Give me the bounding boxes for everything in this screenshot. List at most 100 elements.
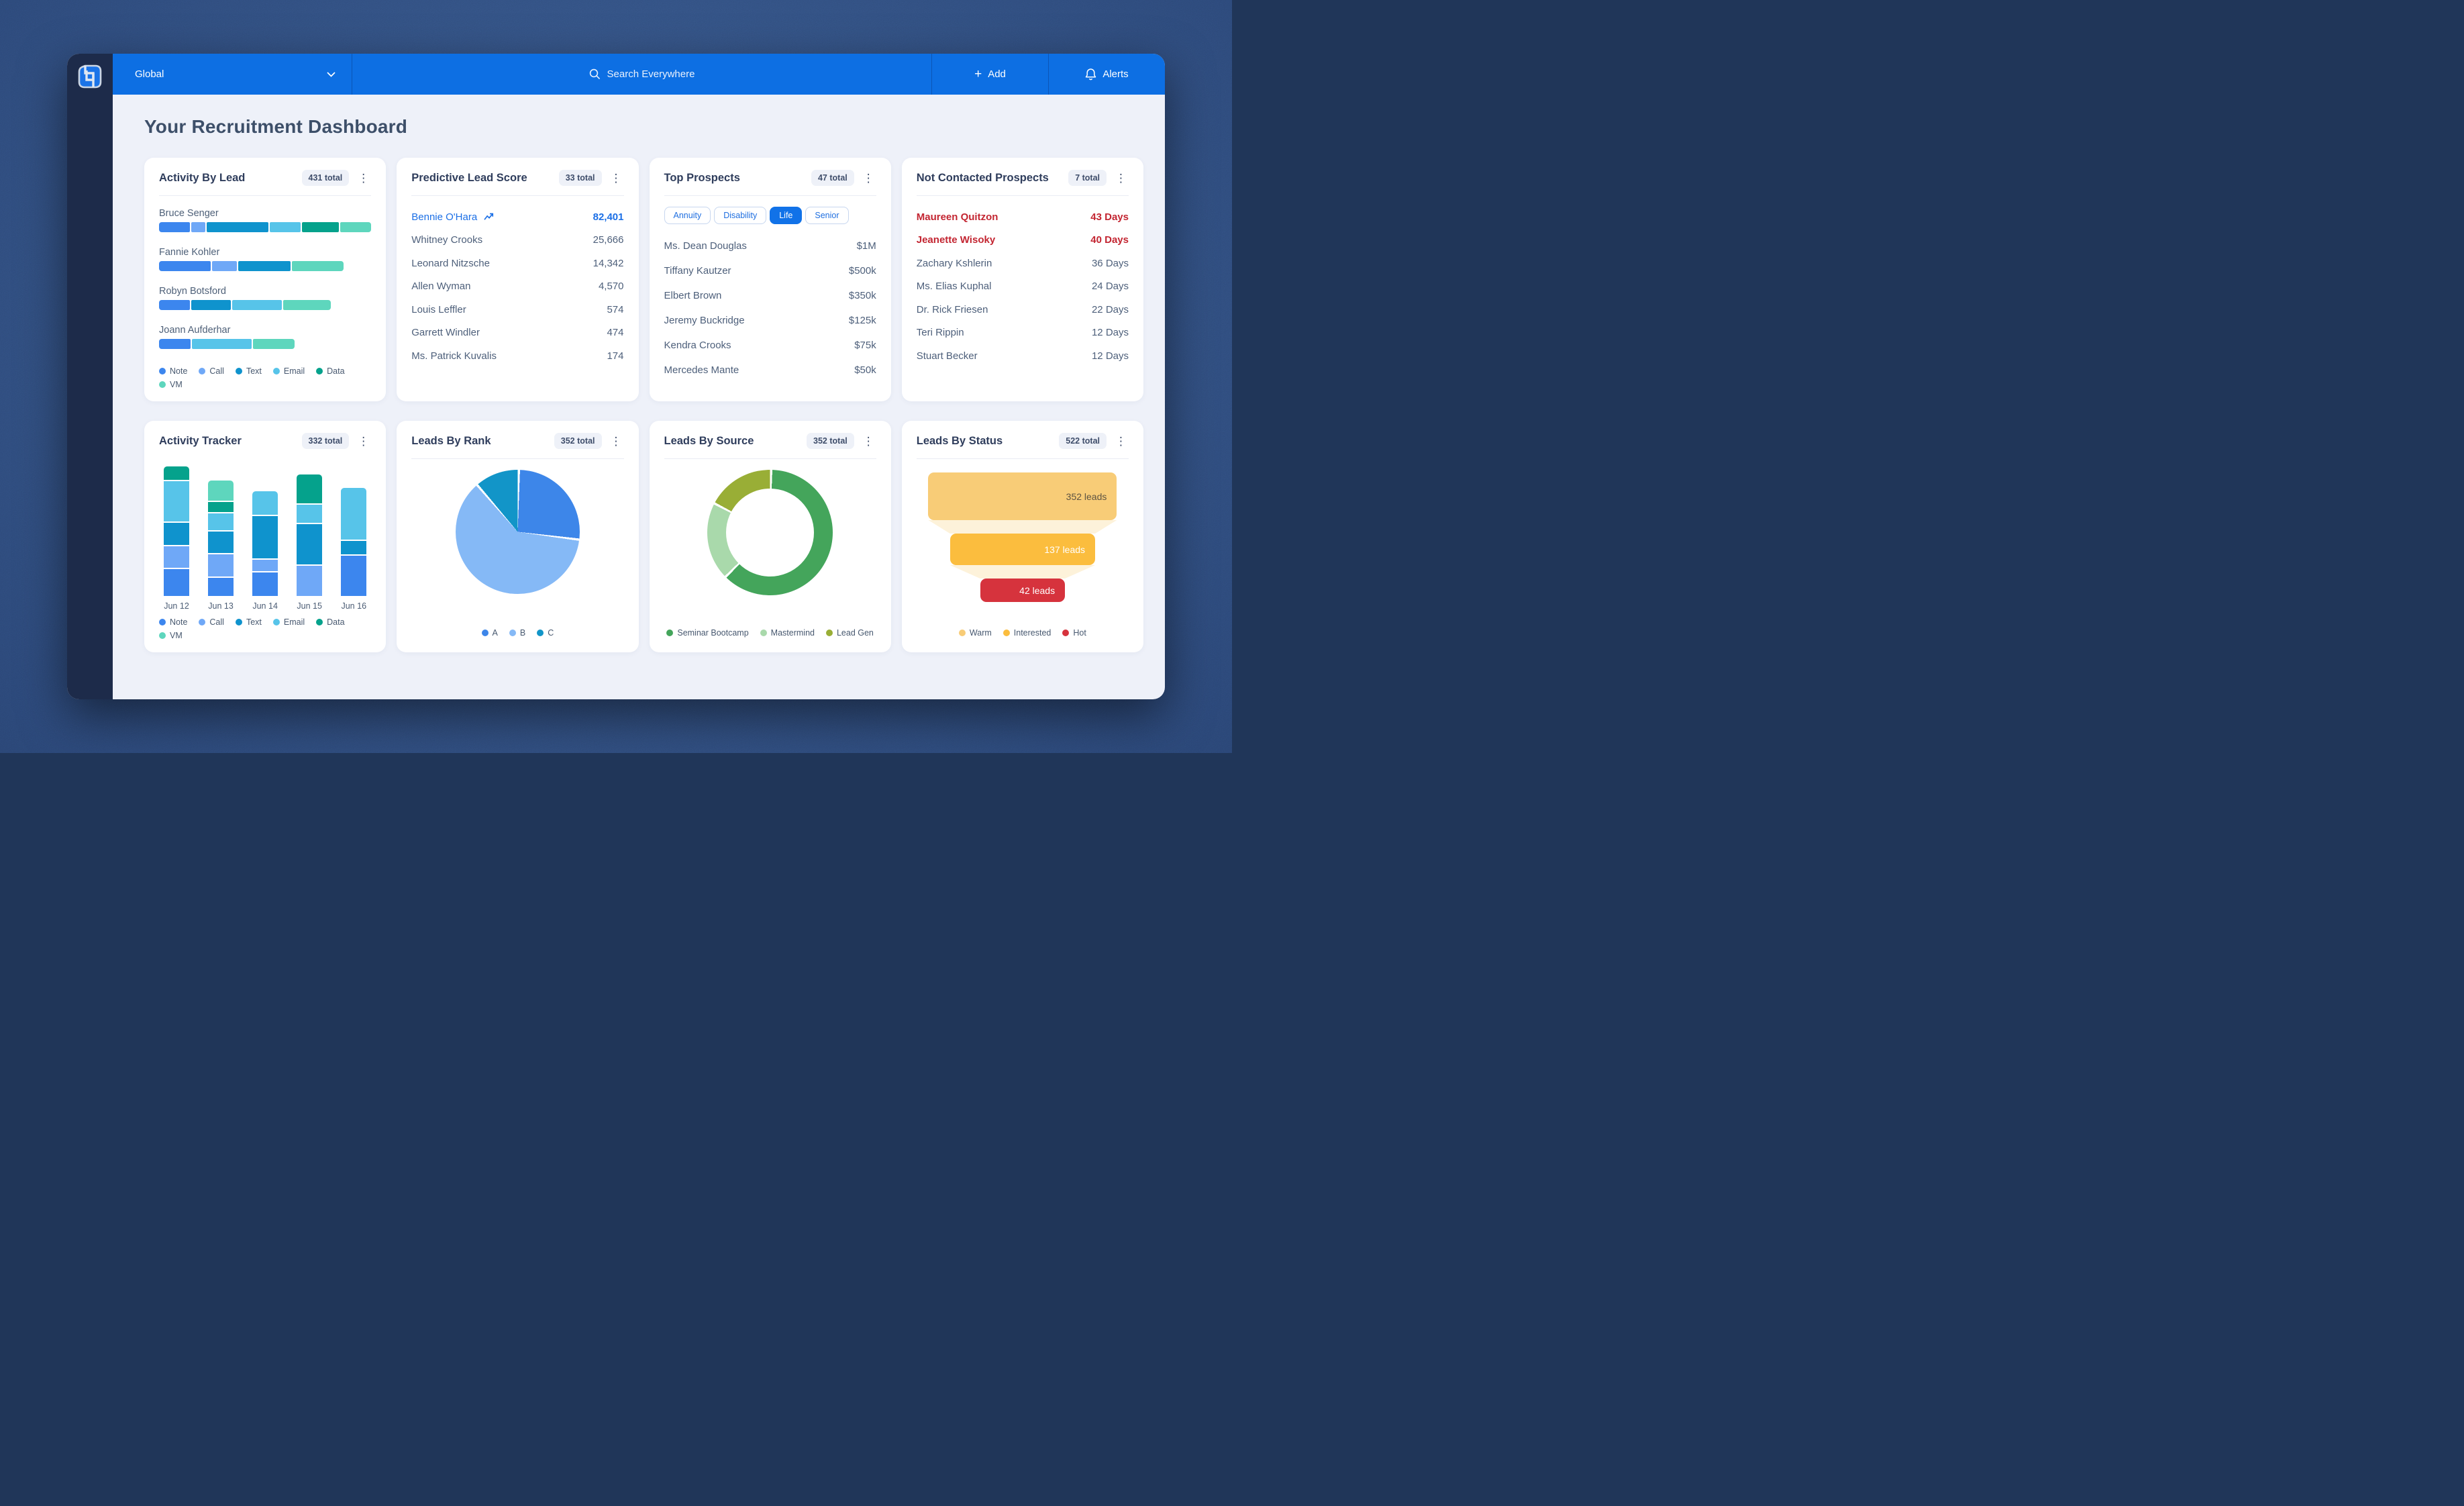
legend-label: Interested <box>1013 628 1051 638</box>
card-header: Leads By Status 522 total ⋮ <box>917 433 1129 449</box>
list-item[interactable]: Ms. Patrick Kuvalis 174 <box>411 344 623 368</box>
legend-item-interested: Interested <box>1003 628 1051 638</box>
divider <box>664 458 876 459</box>
call-bar-segment <box>212 261 238 271</box>
add-button[interactable]: + Add <box>931 54 1048 95</box>
list-item-name: Leonard Nitzsche <box>411 257 490 269</box>
global-scope-selector[interactable]: Global <box>113 54 352 95</box>
legend-item-call: Call <box>199 617 224 627</box>
kebab-menu-icon[interactable]: ⋮ <box>862 434 874 448</box>
list-item-name: Dr. Rick Friesen <box>916 303 988 315</box>
call-bar-segment <box>297 566 323 596</box>
tracker-stack <box>297 474 323 596</box>
tab-senior[interactable]: Senior <box>805 207 849 224</box>
total-badge: 7 total <box>1068 170 1107 186</box>
kebab-menu-icon[interactable]: ⋮ <box>610 434 622 448</box>
list-item[interactable]: Jeanette Wisoky 40 Days <box>917 229 1129 252</box>
kebab-menu-icon[interactable]: ⋮ <box>862 171 874 185</box>
text-bar-segment <box>238 261 291 271</box>
activity-bar <box>159 261 344 271</box>
list-item[interactable]: Zachary Kshlerin 36 Days <box>917 252 1129 275</box>
list-item[interactable]: Bennie O'Hara 82,401 <box>411 205 623 229</box>
list-item[interactable]: Ms. Dean Douglas $1M <box>664 234 876 258</box>
list-item[interactable]: Stuart Becker 12 Days <box>917 344 1129 368</box>
list-item[interactable]: Garrett Windler 474 <box>411 321 623 345</box>
email-legend-dot <box>272 368 280 374</box>
card-header: Top Prospects 47 total ⋮ <box>664 170 876 186</box>
list-item-name: Bennie O'Hara <box>411 211 494 223</box>
text-legend-dot <box>235 368 242 374</box>
app-logo[interactable] <box>76 62 104 91</box>
legend-item-data: Data <box>316 366 345 376</box>
list-item[interactable]: Kendra Crooks $75k <box>664 333 876 358</box>
note-legend-dot <box>159 368 166 374</box>
list-item[interactable]: Jeremy Buckridge $125k <box>664 308 876 333</box>
kebab-menu-icon[interactable]: ⋮ <box>358 434 370 448</box>
divider <box>159 195 372 196</box>
alerts-button[interactable]: Alerts <box>1048 54 1165 95</box>
chevron-down-icon <box>327 71 336 77</box>
kebab-menu-icon[interactable]: ⋮ <box>1115 434 1127 448</box>
legend-label: Note <box>170 366 188 376</box>
list-item-name: Zachary Kshlerin <box>916 257 992 269</box>
search-everywhere-input[interactable]: Search Everywhere <box>352 54 931 95</box>
kebab-menu-icon[interactable]: ⋮ <box>610 171 622 185</box>
list-item-name: Tiffany Kautzer <box>664 265 731 277</box>
trending-up-icon <box>484 213 494 220</box>
funnel-connector <box>928 520 1117 534</box>
call-legend-dot <box>199 368 206 374</box>
stacked-column-chart <box>159 466 371 596</box>
app-window: Global Search Everywhere + Add <box>67 54 1165 699</box>
a-legend-dot <box>481 630 489 636</box>
note-bar-segment <box>341 556 367 596</box>
sidebar <box>67 54 113 699</box>
status-funnel-chart: 352 leads 137 leads 42 leads <box>928 472 1117 602</box>
email-bar-segment <box>341 487 367 540</box>
legend-item-text: Text <box>235 366 262 376</box>
kebab-menu-icon[interactable]: ⋮ <box>1115 171 1127 185</box>
list-item[interactable]: Tiffany Kautzer $500k <box>664 258 876 283</box>
list-item[interactable]: Elbert Brown $350k <box>664 283 876 308</box>
main-area: Global Search Everywhere + Add <box>113 54 1165 699</box>
lead-activity-bars: Bruce Senger Fannie Kohler Robyn Botsford J… <box>159 208 372 364</box>
list-item[interactable]: Teri Rippin 12 Days <box>917 321 1129 345</box>
list-item-name: Whitney Crooks <box>411 234 483 246</box>
card-not-contacted-prospects: Not Contacted Prospects 7 total ⋮ Mauree… <box>901 158 1143 401</box>
data-legend-dot <box>316 368 323 374</box>
legend-item-mastermind: Mastermind <box>760 628 815 638</box>
divider <box>916 458 1129 459</box>
card-title: Activity By Lead <box>159 171 246 184</box>
total-badge: 332 total <box>301 433 350 449</box>
list-item-value: 474 <box>607 327 624 339</box>
page-title: Your Recruitment Dashboard <box>144 116 408 137</box>
kebab-menu-icon[interactable]: ⋮ <box>358 171 370 185</box>
list-item[interactable]: Whitney Crooks 25,666 <box>411 229 623 252</box>
legend-label: Call <box>209 366 224 376</box>
legend-item-data: Data <box>316 617 345 627</box>
tab-annuity[interactable]: Annuity <box>664 207 711 224</box>
x-axis-label: Jun 13 <box>208 601 234 611</box>
funnel-stage-hot: 42 leads <box>980 579 1066 602</box>
list-item[interactable]: Louis Leffler 574 <box>411 298 623 321</box>
list-item[interactable]: Ms. Elias Kuphal 24 Days <box>917 275 1129 299</box>
legend-label: VM <box>170 631 183 640</box>
list-item[interactable]: Maureen Quitzon 43 Days <box>917 205 1129 229</box>
global-scope-label: Global <box>135 68 164 80</box>
list-item[interactable]: Mercedes Mante $50k <box>664 358 876 383</box>
card-activity-by-lead: Activity By Lead 431 total ⋮ Bruce Senge… <box>144 158 387 401</box>
email-bar-segment <box>252 491 278 515</box>
list-item-value: 24 Days <box>1091 281 1129 293</box>
card-activity-tracker: Activity Tracker 332 total ⋮ Jun 12 Jun 1… <box>144 421 387 652</box>
activity-bar <box>159 300 331 310</box>
tab-life[interactable]: Life <box>770 207 803 224</box>
rank-pie-chart <box>455 470 580 594</box>
card-top-prospects: Top Prospects 47 total ⋮ Annuity Disabili… <box>649 158 891 401</box>
activity-legend: Note Call Text Email Data VM <box>159 617 371 642</box>
list-item[interactable]: Leonard Nitzsche 14,342 <box>411 252 623 275</box>
list-item-value: $500k <box>848 265 876 277</box>
data-legend-dot <box>316 619 323 625</box>
list-item[interactable]: Dr. Rick Friesen 22 Days <box>917 298 1129 321</box>
tab-disability[interactable]: Disability <box>714 207 767 224</box>
list-item[interactable]: Allen Wyman 4,570 <box>411 275 623 299</box>
warm-legend-dot <box>958 630 966 636</box>
